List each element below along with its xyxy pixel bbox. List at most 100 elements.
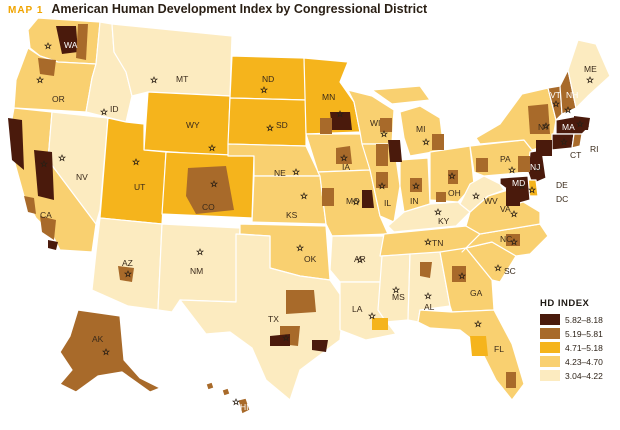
legend-row: 3.04–4.22 [540,369,616,382]
district-kansas-city [322,188,334,206]
map-number-tag: MAP 1 [8,5,44,16]
legend: HD INDEX 5.82–8.18 5.19–5.81 4.71–5.18 4… [540,298,616,383]
label-wv: WV [484,196,498,206]
label-ri: RI [590,144,599,154]
label-or: OR [52,94,65,104]
state-hi [205,381,251,415]
district-sacramento [34,150,54,200]
district-new-orleans [372,318,388,330]
district-nyc [536,140,552,156]
label-ak: AK [92,334,104,344]
label-ny: NY [538,122,550,132]
state-ms [377,253,411,323]
label-nj: NJ [530,162,540,172]
label-wy: WY [186,120,200,130]
legend-label: 5.19–5.81 [565,328,603,339]
district-columbus [448,170,458,184]
district-raleigh [506,234,520,246]
district-slc [128,150,142,170]
legend-title: HD INDEX [540,298,590,309]
label-mi: MI [416,124,425,134]
label-wi: WI [370,118,380,128]
label-va: VA [500,204,511,214]
state-wv [459,175,505,213]
label-ne: NE [274,168,286,178]
district-ca-coast [24,196,36,214]
label-fl: FL [494,344,504,354]
label-dc: DC [556,194,568,204]
label-mo: MO [346,196,360,206]
district-bay-area [8,118,24,170]
label-ca: CA [40,210,52,220]
district-mn-suburb [320,118,332,134]
legend-row: 5.19–5.81 [540,327,616,340]
district-atlanta [452,266,466,282]
label-la: LA [352,304,363,314]
district-cincinnati [436,192,446,202]
district-miami [506,372,516,388]
district-san-diego [48,240,58,250]
map-header: MAP 1 American Human Development Index b… [8,2,427,18]
district-northern-va [506,188,520,206]
label-ut: UT [134,182,145,192]
legend-swatch [540,342,560,353]
label-pa: PA [500,154,511,164]
district-st-louis [362,190,374,208]
label-hi: HI [240,402,249,412]
label-id: ID [110,104,119,114]
district-indianapolis [410,178,422,192]
label-ar: AR [354,254,366,264]
state-me [567,39,611,109]
label-co: CO [202,202,215,212]
district-houston-2 [312,340,328,352]
district-philadelphia [518,156,530,172]
label-in: IN [410,196,419,206]
label-ok: OK [304,254,317,264]
label-de: DE [556,180,568,190]
state-ak [59,309,161,393]
legend-label: 5.82–8.18 [565,314,603,325]
district-dallas [286,290,316,314]
states-layer [9,17,611,415]
label-me: ME [584,64,597,74]
label-nd: ND [262,74,274,84]
label-sd: SD [276,120,288,130]
district-chicago-suburb [376,144,388,166]
state-labels: WA OR CA NV ID MT WY UT CO AZ NM ND SD N… [40,40,599,412]
label-oh: OH [448,188,461,198]
district-tampa [470,336,488,356]
label-il: IL [384,198,391,208]
label-al: AL [424,302,435,312]
label-ga: GA [470,288,483,298]
label-wa: WA [64,40,78,50]
label-ks: KS [286,210,298,220]
district-minneapolis [330,112,352,130]
state-ri [571,133,583,149]
label-az: AZ [122,258,133,268]
legend-swatch [540,314,560,325]
label-nh: NH [566,90,578,100]
district-la [40,216,56,240]
label-ms: MS [392,292,405,302]
label-nm: NM [190,266,203,276]
label-md: MD [512,178,525,188]
label-mn: MN [322,92,335,102]
label-nc: NC [500,234,512,244]
state-tx [179,233,345,401]
legend-row: 4.71–5.18 [540,341,616,354]
legend-swatch [540,356,560,367]
label-mt: MT [176,74,188,84]
legend-swatch [540,328,560,339]
district-milwaukee [380,118,392,132]
label-ky: KY [438,216,450,226]
district-co-front [186,166,234,214]
district-il-central [376,172,388,188]
district-wa-east [76,24,88,60]
state-ny [475,87,557,151]
label-sc: SC [504,266,516,276]
map-title: American Human Development Index by Cong… [51,2,428,16]
label-nv: NV [76,172,88,182]
label-ct: CT [570,150,581,160]
district-portland [38,58,56,76]
